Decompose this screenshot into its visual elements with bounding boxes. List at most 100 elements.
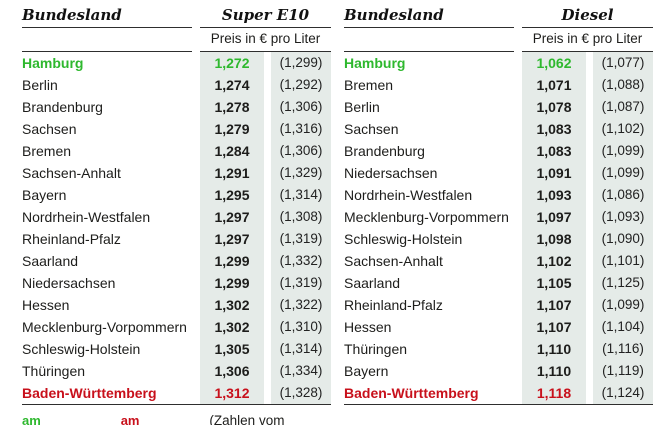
table-row: Sachsen 1,279 (1,316) bbox=[22, 118, 331, 140]
table-row: Brandenburg 1,278 (1,306) bbox=[22, 96, 331, 118]
column-gutter bbox=[264, 206, 271, 228]
table-row: Saarland 1,299 (1,332) bbox=[22, 250, 331, 272]
bundesland-name: Brandenburg bbox=[344, 143, 425, 159]
table-row: Thüringen 1,110 (1,116) bbox=[344, 338, 653, 360]
table-row: Hamburg 1,062 (1,077) bbox=[344, 52, 653, 74]
table-row: Mecklenburg-Vorpommern 1,302 (1,310) bbox=[22, 316, 331, 338]
table-row: Rheinland-Pfalz 1,107 (1,099) bbox=[344, 294, 653, 316]
column-gutter bbox=[264, 272, 271, 294]
column-gutter bbox=[586, 338, 593, 360]
column-header-bundesland: Bundesland bbox=[22, 6, 122, 24]
table-row: Bremen 1,284 (1,306) bbox=[22, 140, 331, 162]
table-rows: Hamburg 1,272 (1,299) Berlin 1,274 (1,29… bbox=[22, 52, 331, 404]
column-gutter bbox=[586, 228, 593, 250]
column-header-fuel-diesel: Diesel bbox=[561, 6, 614, 24]
column-header-fuel-super-e10: Super E10 bbox=[221, 6, 310, 24]
column-gutter bbox=[264, 52, 271, 74]
table-row: Rheinland-Pfalz 1,297 (1,319) bbox=[22, 228, 331, 250]
divider-line bbox=[200, 50, 331, 52]
table-header: Bundesland Super E10 bbox=[22, 5, 331, 26]
column-gutter bbox=[586, 206, 593, 228]
column-header-bundesland: Bundesland bbox=[344, 6, 444, 24]
previous-month-price-cell: (1,104) bbox=[593, 316, 653, 338]
current-price-cell: 1,098 bbox=[522, 228, 586, 250]
bundesland-name: Hessen bbox=[344, 319, 392, 335]
previous-month-price-cell: (1,102) bbox=[593, 118, 653, 140]
table-header: Bundesland Diesel bbox=[344, 5, 653, 26]
column-gutter bbox=[264, 162, 271, 184]
bundesland-name: Hamburg bbox=[22, 55, 84, 71]
current-price-cell: 1,302 bbox=[200, 316, 264, 338]
current-price-cell: 1,110 bbox=[522, 360, 586, 382]
super-e10-table: Bundesland Super E10 Preis in € pro Lite… bbox=[22, 5, 331, 425]
current-price-cell: 1,118 bbox=[522, 382, 586, 404]
current-price-cell: 1,299 bbox=[200, 272, 264, 294]
current-price-cell: 1,105 bbox=[522, 272, 586, 294]
previous-month-price-cell: (1,308) bbox=[271, 206, 331, 228]
current-price-cell: 1,062 bbox=[522, 52, 586, 74]
current-price-cell: 1,274 bbox=[200, 74, 264, 96]
previous-month-price-cell: (1,077) bbox=[593, 52, 653, 74]
previous-month-price-cell: (1,306) bbox=[271, 96, 331, 118]
previous-month-price-cell: (1,314) bbox=[271, 338, 331, 360]
table-row: Saarland 1,105 (1,125) bbox=[344, 272, 653, 294]
table-bottom-line bbox=[344, 404, 653, 405]
previous-month-price-cell: (1,090) bbox=[593, 228, 653, 250]
table-row: Niedersachsen 1,091 (1,099) bbox=[344, 162, 653, 184]
bundesland-name: Brandenburg bbox=[22, 99, 103, 115]
column-gutter bbox=[264, 250, 271, 272]
bundesland-name: Schleswig-Holstein bbox=[344, 231, 463, 247]
unit-label: Preis in € pro Liter bbox=[210, 31, 321, 46]
bundesland-name: Mecklenburg-Vorpommern bbox=[22, 319, 187, 335]
table-row: Nordrhein-Westfalen 1,297 (1,308) bbox=[22, 206, 331, 228]
divider-line bbox=[22, 50, 192, 52]
current-price-cell: 1,083 bbox=[522, 118, 586, 140]
table-row: Baden-Württemberg 1,312 (1,328) bbox=[22, 382, 331, 404]
table-row: Thüringen 1,306 (1,334) bbox=[22, 360, 331, 382]
column-gutter bbox=[586, 294, 593, 316]
current-price-cell: 1,295 bbox=[200, 184, 264, 206]
bundesland-name: Sachsen-Anhalt bbox=[22, 165, 121, 181]
table-row: Bayern 1,295 (1,314) bbox=[22, 184, 331, 206]
table-subheader: Preis in € pro Liter bbox=[344, 28, 653, 50]
divider-line bbox=[200, 26, 331, 28]
bundesland-name: Baden-Württemberg bbox=[344, 385, 479, 401]
column-gutter bbox=[264, 140, 271, 162]
previous-month-price-cell: (1,093) bbox=[593, 206, 653, 228]
bundesland-name: Niedersachsen bbox=[22, 275, 116, 291]
previous-month-price-cell: (1,124) bbox=[593, 382, 653, 404]
column-gutter bbox=[586, 74, 593, 96]
previous-month-price-cell: (1,119) bbox=[593, 360, 653, 382]
table-row: Mecklenburg-Vorpommern 1,097 (1,093) bbox=[344, 206, 653, 228]
table-row: Bremen 1,071 (1,088) bbox=[344, 74, 653, 96]
current-price-cell: 1,071 bbox=[522, 74, 586, 96]
column-gutter bbox=[264, 228, 271, 250]
header-divider bbox=[344, 26, 653, 28]
previous-month-price-cell: (1,310) bbox=[271, 316, 331, 338]
table-row: Hessen 1,107 (1,104) bbox=[344, 316, 653, 338]
previous-month-price-cell: (1,099) bbox=[593, 140, 653, 162]
legend-highest-label: am teuersten bbox=[120, 413, 140, 425]
current-price-cell: 1,093 bbox=[522, 184, 586, 206]
column-gutter bbox=[586, 162, 593, 184]
bundesland-name: Bremen bbox=[344, 77, 394, 93]
table-subheader: Preis in € pro Liter bbox=[22, 28, 331, 50]
table-row: Brandenburg 1,083 (1,099) bbox=[344, 140, 653, 162]
table-row: Sachsen-Anhalt 1,102 (1,101) bbox=[344, 250, 653, 272]
current-price-cell: 1,078 bbox=[522, 96, 586, 118]
previous-month-price-cell: (1,314) bbox=[271, 184, 331, 206]
table-row: Hamburg 1,272 (1,299) bbox=[22, 52, 331, 74]
current-price-cell: 1,306 bbox=[200, 360, 264, 382]
previous-month-price-cell: (1,329) bbox=[271, 162, 331, 184]
previous-month-price-cell: (1,099) bbox=[593, 294, 653, 316]
bundesland-name: Hessen bbox=[22, 297, 70, 313]
bundesland-name: Baden-Württemberg bbox=[22, 385, 157, 401]
divider-line bbox=[344, 26, 514, 28]
column-gutter bbox=[586, 96, 593, 118]
divider-line bbox=[522, 26, 653, 28]
legend-note: (Zahlen vom Vormonat) bbox=[209, 413, 285, 425]
column-gutter bbox=[264, 338, 271, 360]
column-gutter bbox=[264, 360, 271, 382]
previous-month-price-cell: (1,322) bbox=[271, 294, 331, 316]
